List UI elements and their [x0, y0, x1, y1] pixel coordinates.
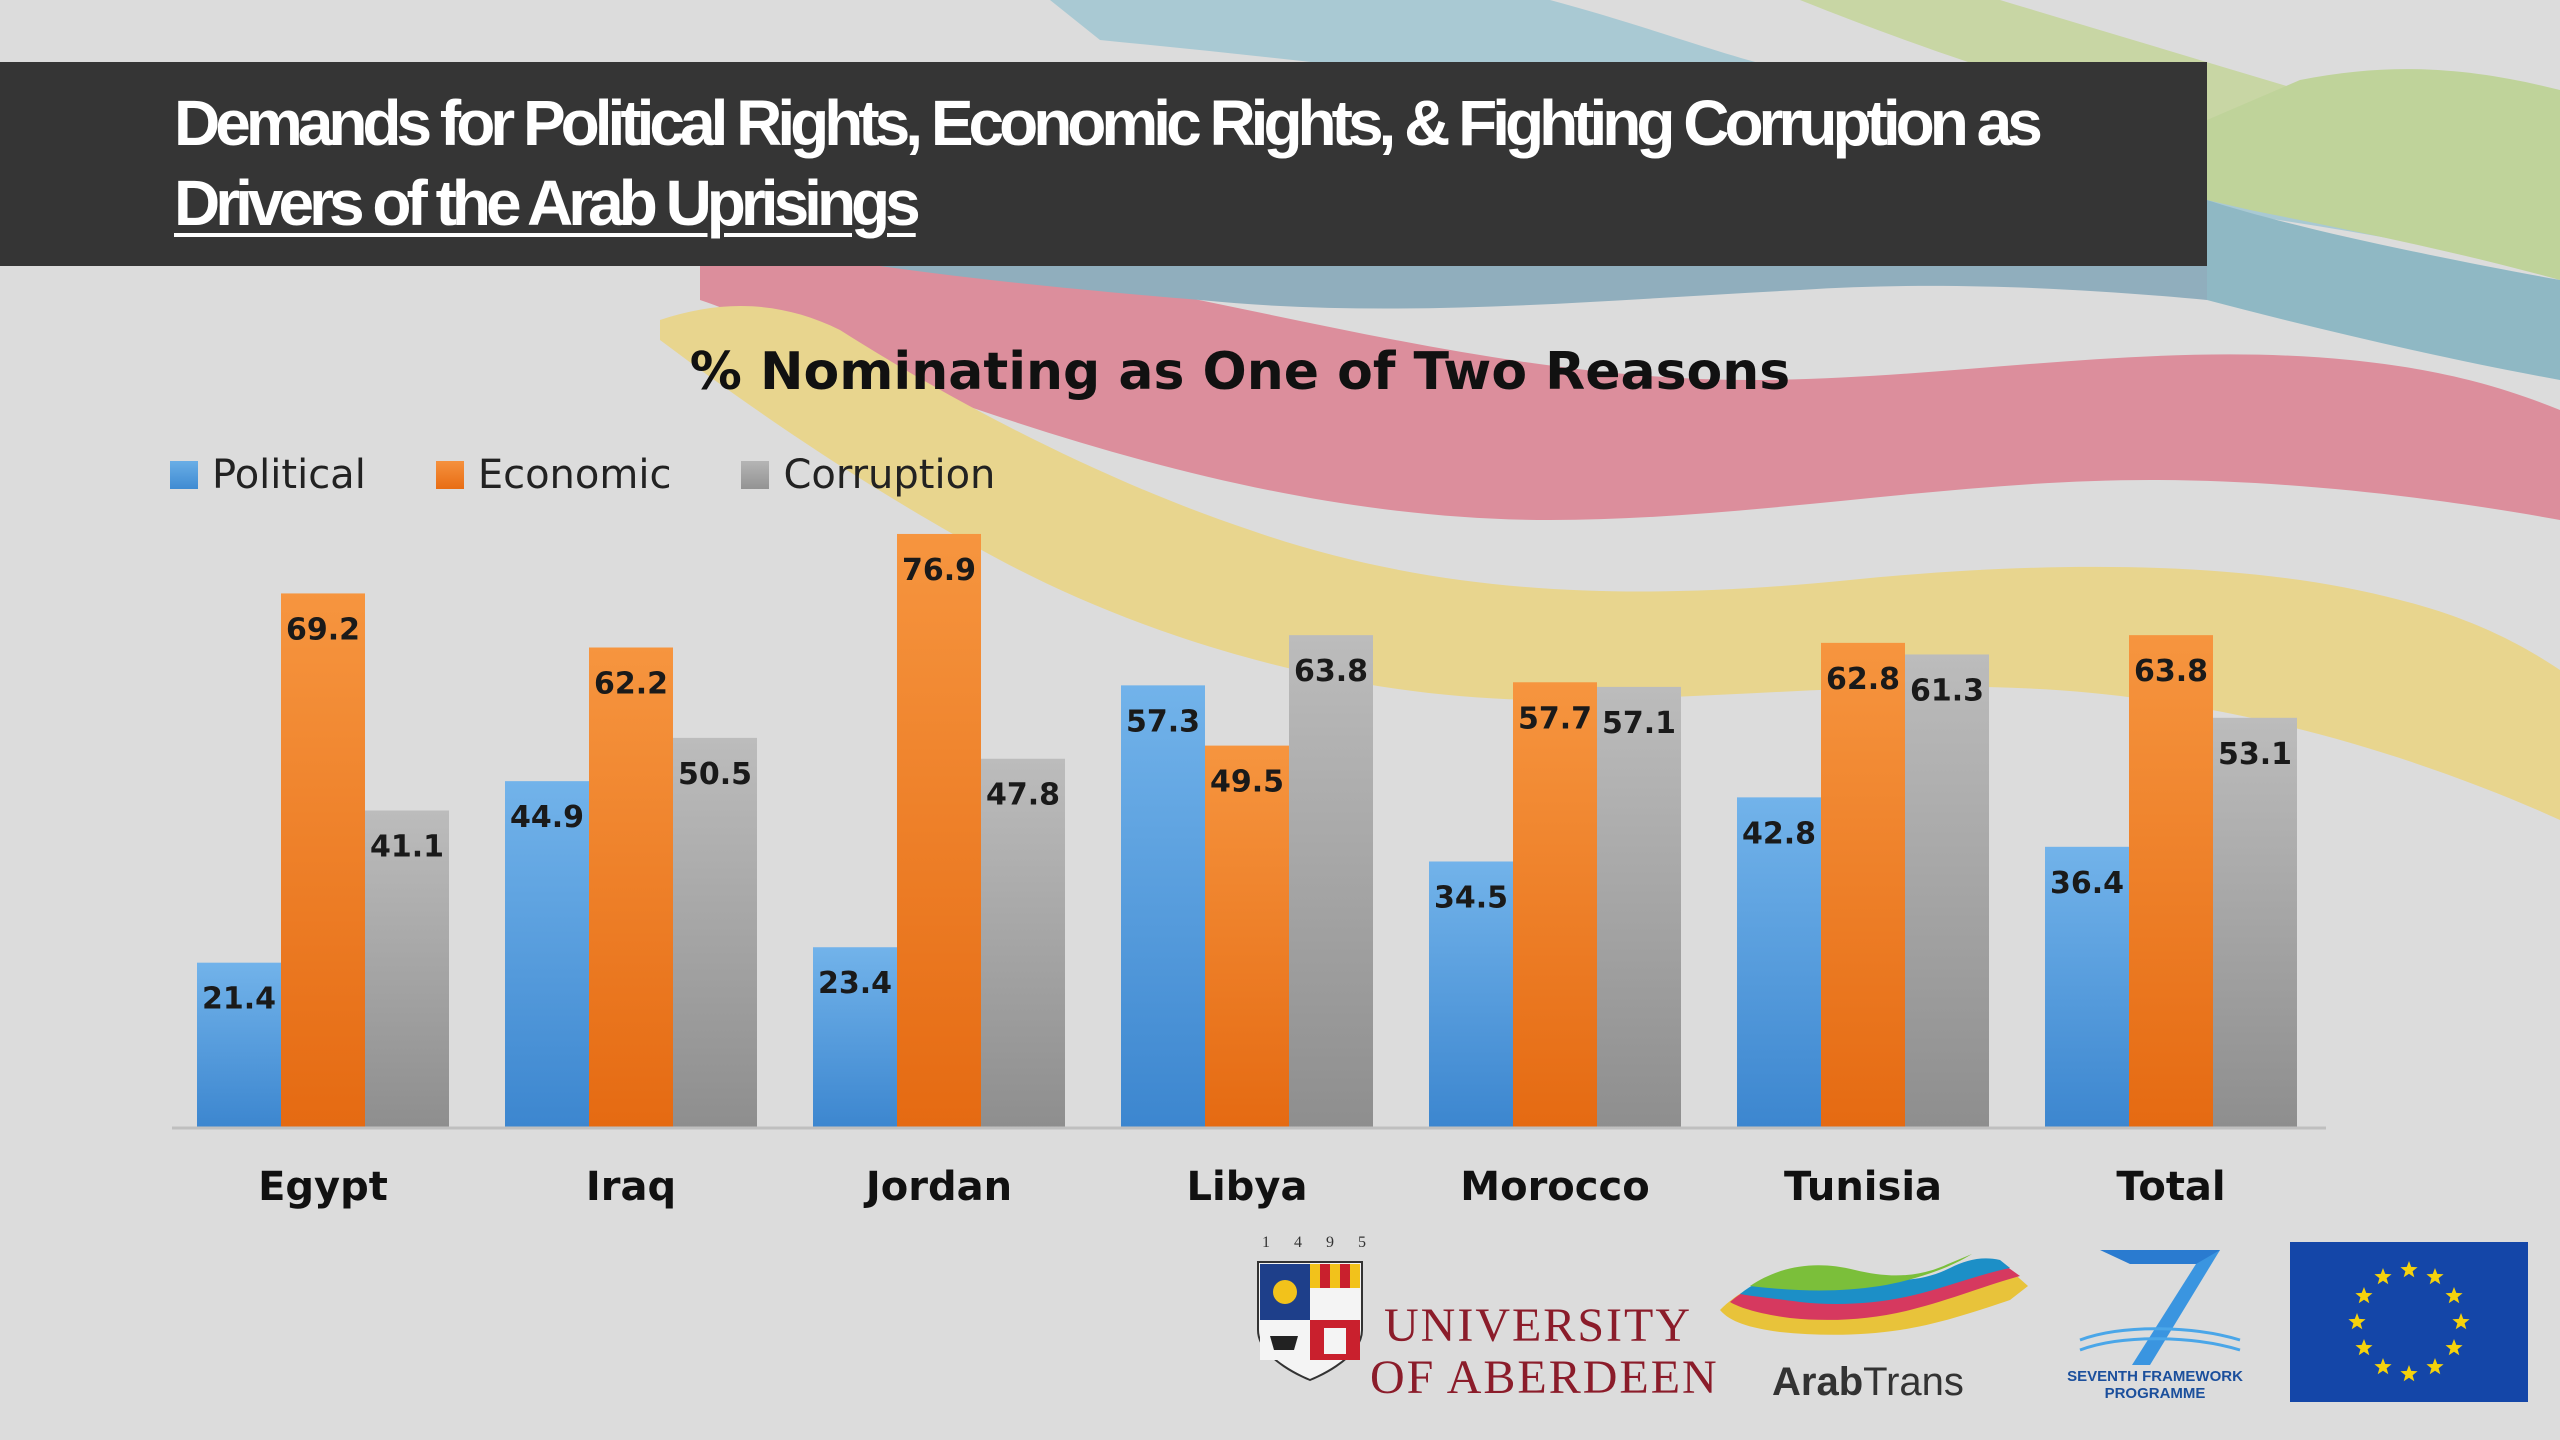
data-label-corruption-libya: 63.8 — [1294, 654, 1368, 689]
legend-swatch-corruption — [741, 461, 770, 489]
data-label-economic-iraq: 62.2 — [594, 667, 668, 702]
x-tick-label-iraq: Iraq — [586, 1164, 676, 1210]
aberdeen-crest-logo — [1257, 1261, 1363, 1382]
bar-economic-iraq — [589, 647, 673, 1128]
bar-corruption-tunisia — [1905, 654, 1989, 1128]
data-label-economic-egypt: 69.2 — [286, 612, 360, 647]
fp7-logo — [2079, 1250, 2241, 1365]
aberdeen-wordmark: UNIVERSITY OF ABERDEEN — [1370, 1300, 1719, 1404]
eu-star-icon — [2426, 1268, 2444, 1285]
data-label-economic-total: 63.8 — [2134, 654, 2208, 689]
bar-economic-egypt — [281, 593, 365, 1128]
legend-swatch-economic — [435, 461, 464, 489]
bar-political-iraq — [505, 781, 589, 1128]
x-tick-label-libya: Libya — [1187, 1164, 1308, 1210]
fp7-line-1: SEVENTH FRAMEWORK — [2067, 1368, 2243, 1385]
eu-star-icon — [2374, 1358, 2392, 1375]
data-label-political-iraq: 44.9 — [510, 800, 584, 835]
bar-political-total — [2045, 846, 2129, 1128]
data-label-economic-tunisia: 62.8 — [1826, 662, 1900, 697]
eu-star-icon — [2400, 1365, 2418, 1382]
eu-star-icon — [2348, 1313, 2366, 1330]
eu-flag-logo — [2290, 1242, 2528, 1402]
bar-political-morocco — [1429, 861, 1513, 1128]
eu-star-icon — [2355, 1339, 2373, 1356]
slide-title-line-1: Demands for Political Rights, Economic R… — [174, 87, 2043, 159]
eu-star-icon — [2445, 1287, 2463, 1304]
eu-star-icon — [2355, 1287, 2373, 1304]
legend-item-corruption: Corruption — [741, 452, 995, 498]
legend-item-political: Political — [170, 452, 366, 498]
bar-corruption-iraq — [673, 737, 757, 1128]
aberdeen-year: 1 4 9 5 — [1262, 1234, 1376, 1251]
bar-corruption-morocco — [1597, 686, 1681, 1128]
bar-corruption-total — [2213, 717, 2297, 1128]
data-label-economic-jordan: 76.9 — [902, 553, 976, 588]
x-tick-label-total: Total — [2116, 1164, 2225, 1210]
bar-economic-libya — [1205, 745, 1289, 1128]
bar-economic-total — [2129, 635, 2213, 1128]
data-label-political-tunisia: 42.8 — [1742, 816, 1816, 851]
legend-label-economic: Economic — [477, 452, 672, 498]
aberdeen-line-2: OF ABERDEEN — [1370, 1351, 1719, 1404]
x-tick-label-jordan: Jordan — [863, 1164, 1012, 1210]
data-label-economic-morocco: 57.7 — [1518, 701, 1592, 736]
bar-corruption-egypt — [365, 810, 449, 1128]
bar-economic-jordan — [897, 533, 981, 1128]
aberdeen-line-1: UNIVERSITY — [1384, 1299, 1692, 1352]
data-label-economic-libya: 49.5 — [1210, 765, 1284, 800]
data-label-corruption-tunisia: 61.3 — [1910, 673, 1984, 708]
eu-star-icon — [2400, 1261, 2418, 1278]
data-label-political-egypt: 21.4 — [202, 982, 276, 1017]
chart-title: % Nominating as One of Two Reasons — [689, 342, 1791, 402]
fp7-caption: SEVENTH FRAMEWORK PROGRAMME — [2055, 1368, 2255, 1402]
footer-logos: 1 4 9 5 UNIVERSITY OF ABERDEEN ArabTrans… — [1250, 1234, 2530, 1410]
arabtrans-wordmark: ArabTrans — [1772, 1360, 1964, 1405]
arabtrans-bold: Arab — [1772, 1360, 1864, 1404]
data-label-political-morocco: 34.5 — [1434, 880, 1508, 915]
eu-star-icon — [2426, 1358, 2444, 1375]
data-label-corruption-egypt: 41.1 — [370, 830, 444, 865]
eu-star-icon — [2445, 1339, 2463, 1356]
x-tick-label-egypt: Egypt — [258, 1164, 388, 1210]
chart-legend: Political Economic Corruption — [170, 452, 995, 498]
x-tick-label-morocco: Morocco — [1460, 1164, 1649, 1210]
data-label-corruption-morocco: 57.1 — [1602, 706, 1676, 741]
bar-corruption-jordan — [981, 758, 1065, 1128]
eu-star-icon — [2374, 1268, 2392, 1285]
slide-title-line-2: Drivers of the Arab Uprisings — [174, 167, 921, 239]
bar-political-libya — [1121, 685, 1205, 1128]
legend-swatch-political — [170, 461, 198, 489]
bar-political-jordan — [813, 947, 897, 1128]
title-bar — [0, 62, 2207, 266]
fp7-line-2: PROGRAMME — [2104, 1385, 2206, 1402]
data-label-corruption-total: 53.1 — [2218, 737, 2292, 772]
data-label-corruption-jordan: 47.8 — [986, 778, 1060, 813]
data-label-political-jordan: 23.4 — [818, 966, 892, 1001]
bar-economic-tunisia — [1821, 642, 1905, 1128]
data-label-corruption-iraq: 50.5 — [678, 757, 752, 792]
bar-economic-morocco — [1513, 682, 1597, 1128]
arabtrans-logo — [1720, 1254, 2028, 1335]
eu-star-icon — [2452, 1313, 2470, 1330]
legend-label-political: Political — [212, 452, 366, 498]
bar-political-tunisia — [1737, 797, 1821, 1128]
data-label-political-total: 36.4 — [2050, 866, 2124, 901]
legend-label-corruption: Corruption — [783, 452, 996, 498]
bar-political-egypt — [197, 962, 281, 1128]
bar-corruption-libya — [1289, 635, 1373, 1128]
arabtrans-light: Trans — [1863, 1360, 1964, 1404]
data-label-political-libya: 57.3 — [1126, 704, 1200, 739]
legend-item-economic: Economic — [435, 452, 672, 498]
x-tick-label-tunisia: Tunisia — [1784, 1164, 1942, 1210]
